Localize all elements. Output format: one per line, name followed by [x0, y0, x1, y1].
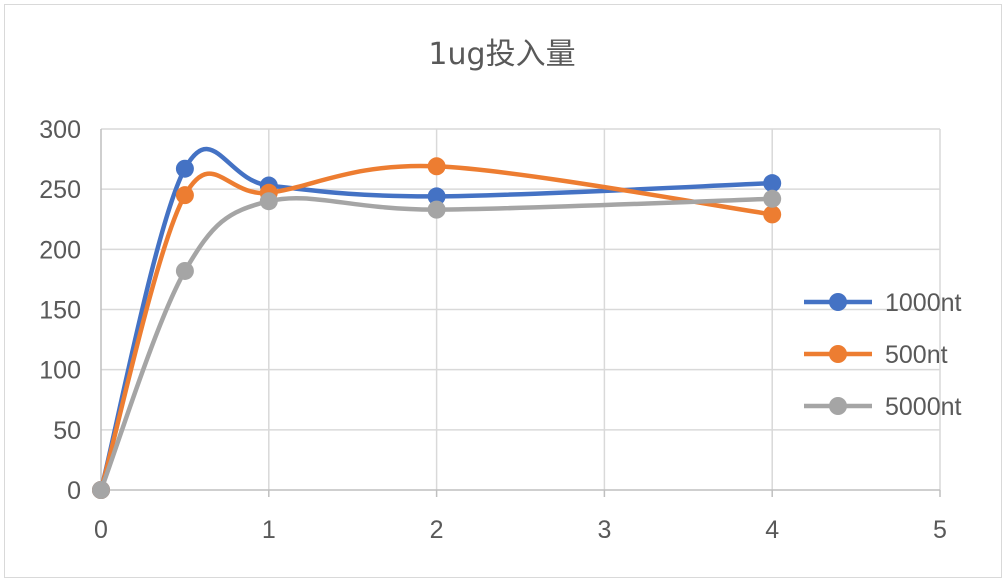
y-tick-label: 150: [39, 297, 81, 325]
x-tick-label: 2: [430, 516, 444, 544]
series-layer: [92, 146, 782, 499]
y-tick-label: 300: [39, 116, 81, 144]
data-point[interactable]: [175, 186, 194, 205]
x-tick-label: 0: [94, 516, 108, 544]
y-tick-label: 250: [39, 176, 81, 204]
gridlines: [101, 128, 941, 490]
data-point[interactable]: [763, 189, 782, 208]
data-point[interactable]: [92, 481, 110, 499]
legend-entry[interactable]: 1000nt: [804, 289, 962, 317]
data-point[interactable]: [763, 174, 782, 193]
legend-label: 500nt: [885, 341, 948, 369]
y-tick-label: 0: [67, 477, 81, 505]
data-point[interactable]: [763, 205, 782, 224]
legend: 1000nt 500nt 5000nt: [804, 289, 962, 421]
legend-label: 1000nt: [885, 289, 962, 317]
data-point[interactable]: [427, 187, 446, 206]
data-point[interactable]: [175, 261, 194, 280]
x-tick-label: 3: [597, 516, 611, 544]
legend-entry[interactable]: 5000nt: [804, 393, 962, 421]
legend-entry[interactable]: 500nt: [804, 341, 948, 369]
y-tick-label: 50: [53, 417, 81, 445]
data-point[interactable]: [427, 157, 446, 176]
legend-label: 5000nt: [885, 393, 962, 421]
x-tick-label: 5: [933, 516, 947, 544]
data-point[interactable]: [175, 159, 194, 178]
y-tick-label: 200: [39, 236, 81, 264]
chart-title: 1ug投入量: [428, 37, 575, 72]
data-point[interactable]: [427, 200, 446, 219]
axes: 0 50 100 150 200 250 300 0 1 2 3 4 5: [39, 116, 947, 544]
chart-frame: [4, 4, 1002, 578]
legend-swatch-marker: [829, 397, 847, 415]
legend-swatch-marker: [829, 293, 847, 311]
series-5000nt: [92, 189, 782, 499]
legend-swatch-marker: [829, 345, 847, 363]
y-tick-label: 100: [39, 357, 81, 385]
series-line: [98, 195, 775, 493]
x-tick-label: 1: [262, 516, 276, 544]
data-point[interactable]: [259, 192, 278, 211]
x-tick-label: 4: [765, 516, 779, 544]
